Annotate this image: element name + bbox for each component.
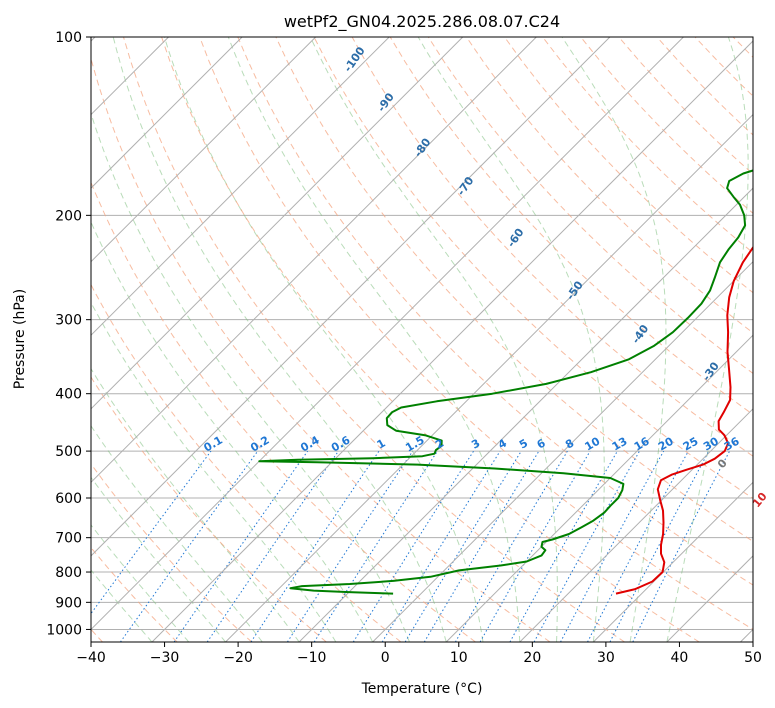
- moist-adiabat: [227, 37, 521, 642]
- chart-title: wetPf2_GN04.2025.286.08.07.C24: [284, 12, 560, 32]
- y-axis-label: Pressure (hPa): [12, 289, 28, 389]
- y-axis-ticks: 100 200 300 400 500 600 700 800 900 1000: [46, 30, 91, 638]
- isotherm--30: [151, 40, 753, 642]
- moist-adiabat: [91, 569, 153, 642]
- y-tick-label: 900: [55, 595, 82, 611]
- y-tick-label: 600: [55, 491, 82, 507]
- dry-adiabat: [199, 37, 753, 630]
- plot-frame: [90, 36, 754, 643]
- profile-line-0: [615, 245, 753, 595]
- isotherm--80: [91, 37, 390, 336]
- dry-adiabats: [91, 37, 753, 642]
- plot-area: [91, 37, 753, 642]
- moist-adiabat: [91, 476, 226, 642]
- isotherm--90: [91, 37, 317, 263]
- y-tick-label: 700: [55, 531, 82, 547]
- y-tick-label: 500: [55, 444, 82, 460]
- mixing-ratio-line: [632, 450, 731, 642]
- moist-adiabat: [163, 37, 484, 642]
- isotherm-0: [372, 260, 753, 642]
- dry-adiabat: [237, 37, 753, 586]
- isotherm--50: [91, 37, 611, 557]
- x-tick-label: 20: [523, 650, 541, 666]
- isotherm--70: [91, 37, 464, 410]
- moist-adiabats: [91, 37, 749, 642]
- mixing-ratio-line: [352, 450, 475, 642]
- dry-adiabat: [275, 37, 753, 542]
- mixing-ratio-lines: [91, 450, 731, 642]
- dry-adiabat: [313, 37, 753, 500]
- isotherm--60: [91, 37, 537, 484]
- dry-adiabat: [123, 37, 625, 642]
- x-tick-label: −10: [297, 650, 327, 666]
- x-tick-label: 40: [671, 650, 689, 666]
- x-tick-label: −40: [76, 650, 106, 666]
- isotherm-20: [519, 408, 753, 642]
- moist-adiabat: [309, 37, 558, 642]
- x-tick-label: 10: [450, 650, 468, 666]
- isotherm-30: [592, 481, 753, 642]
- isotherm-grid: [91, 37, 753, 642]
- moist-adiabat: [666, 37, 749, 642]
- mixing-ratio-line: [173, 450, 309, 642]
- moist-adiabat: [112, 37, 447, 642]
- mixing-ratio-line: [119, 450, 259, 642]
- isotherm--100: [91, 37, 243, 189]
- mixing-ratio-line: [286, 450, 414, 642]
- mixing-ratio-line: [91, 450, 212, 615]
- isotherm--20: [225, 113, 753, 642]
- x-tick-label: 50: [744, 650, 762, 666]
- mixing-ratio-line: [509, 450, 618, 642]
- x-tick-label: 30: [597, 650, 615, 666]
- mixing-ratio-line: [206, 450, 339, 642]
- mixing-ratio-line: [533, 450, 640, 642]
- mixing-ratio-line: [313, 450, 438, 642]
- moist-adiabat: [91, 111, 410, 642]
- mixing-ratio-line: [250, 450, 380, 642]
- moist-adiabat: [91, 220, 374, 642]
- moist-adiabat: [91, 425, 263, 642]
- moist-adiabat: [417, 37, 605, 642]
- mixing-ratio-line: [560, 450, 665, 642]
- x-tick-label: −30: [150, 650, 180, 666]
- isotherm--10: [298, 187, 753, 642]
- mixing-ratio-line: [381, 450, 501, 642]
- y-tick-label: 300: [55, 313, 82, 329]
- profile-line-1: [258, 169, 753, 595]
- x-axis-ticks: −40 −30 −20 −10 0 10 20 30 40 50: [76, 642, 762, 666]
- y-tick-label: 1000: [46, 622, 82, 638]
- x-tick-label: −20: [223, 650, 253, 666]
- x-axis-label: Temperature (°C): [361, 681, 483, 697]
- moist-adiabat: [561, 37, 667, 642]
- moist-adiabat: [91, 301, 337, 642]
- dry-adiabat: [91, 463, 253, 642]
- dry-adiabat: [161, 37, 700, 642]
- isotherm--40: [91, 37, 684, 631]
- dry-adiabat: [91, 56, 551, 642]
- y-tick-label: 800: [55, 565, 82, 581]
- y-tick-label: 400: [55, 387, 82, 403]
- y-tick-label: 100: [55, 30, 82, 46]
- moist-adiabat: [91, 524, 190, 642]
- profile-series: [258, 169, 753, 595]
- mixing-ratio-line: [404, 450, 522, 642]
- y-tick-label: 200: [55, 208, 82, 224]
- dry-adiabat: [91, 376, 327, 642]
- x-tick-label: 0: [381, 650, 390, 666]
